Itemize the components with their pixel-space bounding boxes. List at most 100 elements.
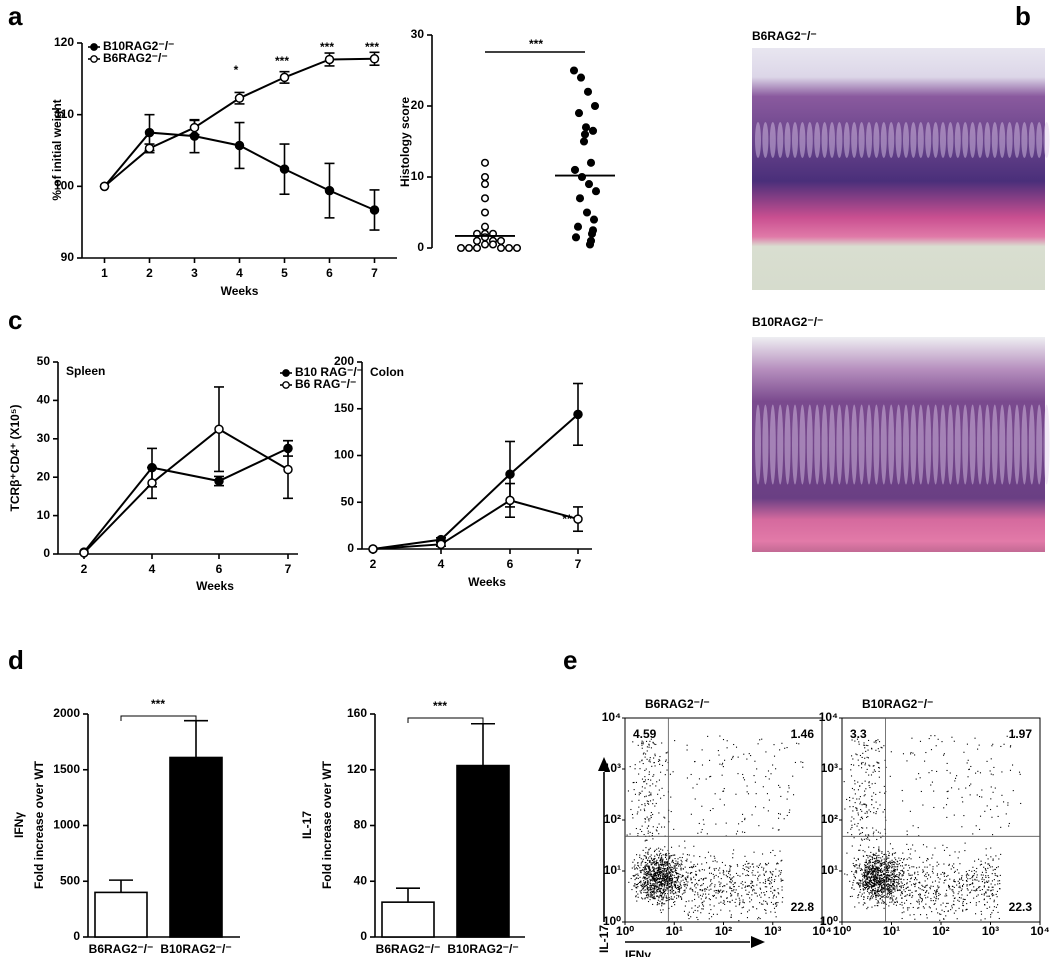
event-dot (637, 813, 638, 814)
event-dot (699, 889, 700, 890)
event-dot (748, 894, 749, 895)
event-dot (861, 869, 862, 870)
x-tick-label: B6RAG2⁻/⁻ (89, 942, 154, 956)
data-point (236, 94, 244, 102)
event-dot (881, 902, 882, 903)
crypt (770, 405, 776, 485)
event-dot (782, 889, 783, 890)
crypt (999, 405, 1005, 485)
event-dot (948, 791, 949, 792)
event-dot (703, 819, 704, 820)
crypt (940, 122, 946, 158)
event-dot (974, 738, 975, 739)
event-dot (755, 782, 756, 783)
event-dot (753, 889, 754, 890)
event-dot (745, 886, 746, 887)
event-dot (647, 853, 648, 854)
event-dot (737, 866, 738, 867)
event-dot (852, 798, 853, 799)
event-dot (747, 917, 748, 918)
crypt (984, 405, 990, 485)
event-dot (658, 897, 659, 898)
event-dot (997, 912, 998, 913)
event-dot (873, 847, 874, 848)
event-dot (639, 768, 640, 769)
event-dot (992, 834, 993, 835)
event-dot (872, 886, 873, 887)
event-dot (908, 849, 909, 850)
event-dot (862, 762, 863, 763)
event-dot (964, 899, 965, 900)
event-dot (768, 880, 769, 881)
event-dot (726, 823, 727, 824)
event-dot (902, 853, 903, 854)
event-dot (943, 807, 944, 808)
event-dot (679, 889, 680, 890)
event-dot (698, 880, 699, 881)
y-axis-label: TCRβ⁺CD4⁺ (X10⁵) (8, 405, 22, 512)
event-dot (665, 876, 666, 877)
event-dot (659, 882, 660, 883)
event-dot (686, 884, 687, 885)
event-dot (929, 887, 930, 888)
data-point (506, 470, 514, 478)
event-dot (727, 901, 728, 902)
crypt (955, 122, 961, 158)
event-dot (981, 861, 982, 862)
x-tick-label: 10⁴ (1030, 924, 1049, 938)
event-dot (649, 747, 650, 748)
data-point (482, 241, 489, 248)
event-dot (934, 897, 935, 898)
event-dot (879, 875, 880, 876)
event-dot (1007, 802, 1008, 803)
event-dot (714, 856, 715, 857)
event-dot (918, 894, 919, 895)
event-dot (773, 744, 774, 745)
event-dot (671, 881, 672, 882)
x-tick-label: 4 (438, 557, 445, 571)
event-dot (846, 853, 847, 854)
crypt (888, 122, 894, 158)
event-dot (893, 884, 894, 885)
event-dot (756, 893, 757, 894)
event-dot (672, 892, 673, 893)
event-dot (861, 767, 862, 768)
event-dot (871, 888, 872, 889)
event-dot (911, 738, 912, 739)
event-dot (724, 804, 725, 805)
event-dot (869, 787, 870, 788)
event-dot (713, 914, 714, 915)
event-dot (928, 772, 929, 773)
event-dot (642, 898, 643, 899)
event-dot (991, 758, 992, 759)
event-dot (869, 840, 870, 841)
crypt (836, 405, 842, 485)
bar (170, 757, 222, 937)
event-dot (915, 891, 916, 892)
event-dot (880, 863, 881, 864)
event-dot (858, 882, 859, 883)
event-dot (705, 894, 706, 895)
event-dot (956, 885, 957, 886)
event-dot (651, 873, 652, 874)
event-dot (661, 874, 662, 875)
event-dot (879, 777, 880, 778)
event-dot (927, 878, 928, 879)
event-dot (723, 874, 724, 875)
event-dot (868, 885, 869, 886)
event-dot (862, 757, 863, 758)
event-dot (915, 850, 916, 851)
event-dot (649, 818, 650, 819)
event-dot (874, 883, 875, 884)
event-dot (975, 773, 976, 774)
event-dot (645, 867, 646, 868)
event-dot (991, 774, 992, 775)
event-dot (962, 801, 963, 802)
event-dot (861, 811, 862, 812)
event-dot (899, 872, 900, 873)
event-dot (911, 884, 912, 885)
event-dot (637, 862, 638, 863)
event-dot (771, 877, 772, 878)
event-dot (918, 882, 919, 883)
event-dot (864, 747, 865, 748)
